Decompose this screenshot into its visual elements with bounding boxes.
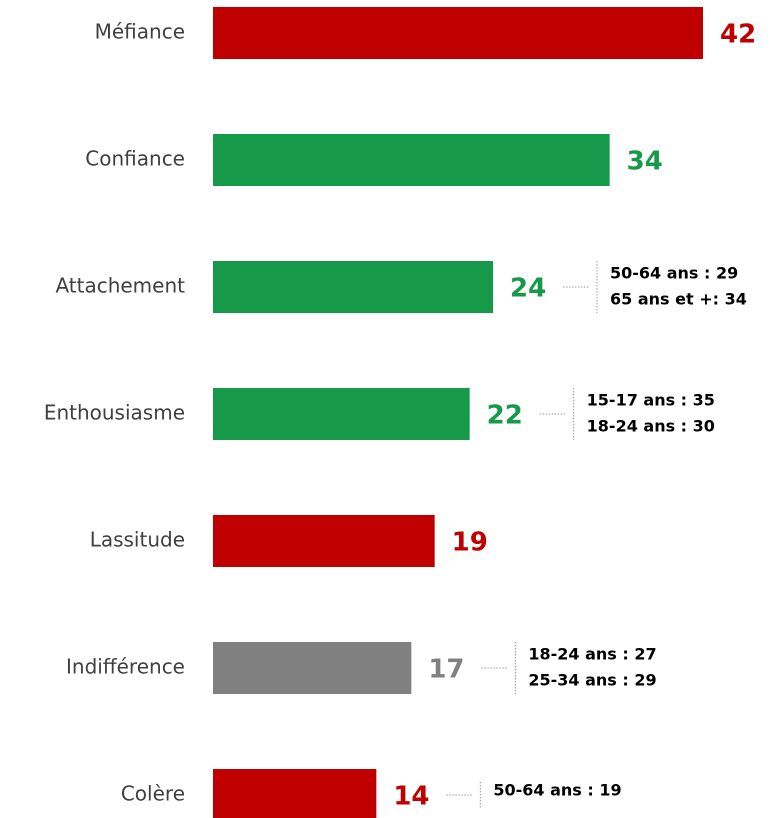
value-label: 34 xyxy=(627,147,663,177)
annotation-text: 65 ans et +: 34 xyxy=(610,290,747,309)
bar xyxy=(213,388,470,440)
category-label: Confiance xyxy=(85,147,185,171)
bar xyxy=(213,7,703,59)
value-label: 17 xyxy=(428,655,464,685)
category-label: Lassitude xyxy=(90,528,185,552)
annotation-text: 15-17 ans : 35 xyxy=(587,391,715,410)
annotation-text: 18-24 ans : 30 xyxy=(587,417,715,436)
category-label: Enthousiasme xyxy=(44,401,185,425)
bar xyxy=(213,515,435,567)
category-label: Méfiance xyxy=(95,20,185,44)
bar xyxy=(213,642,412,694)
annotation-text: 18-24 ans : 27 xyxy=(528,645,656,664)
value-label: 19 xyxy=(452,528,488,558)
value-label: 24 xyxy=(510,274,546,304)
value-label: 14 xyxy=(393,782,429,812)
category-label: Attachement xyxy=(55,274,185,298)
annotation-text: 50-64 ans : 19 xyxy=(493,781,621,800)
category-label: Colère xyxy=(121,782,185,806)
annotation-text: 25-34 ans : 29 xyxy=(528,671,656,690)
bar xyxy=(213,134,610,186)
category-label: Indifférence xyxy=(66,655,185,679)
value-label: 42 xyxy=(720,20,756,50)
bar xyxy=(213,769,377,818)
value-label: 22 xyxy=(487,401,523,431)
bar xyxy=(213,261,493,313)
annotation-text: 50-64 ans : 29 xyxy=(610,264,738,283)
